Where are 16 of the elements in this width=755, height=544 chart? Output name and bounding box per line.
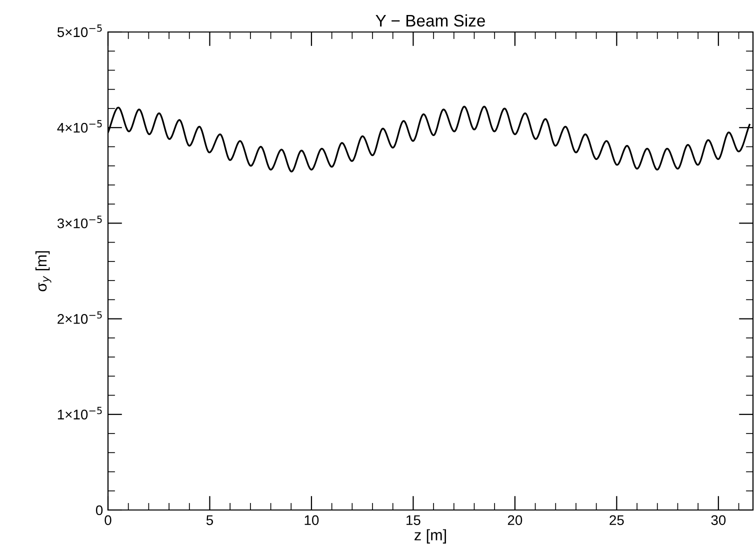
x-tick-label: 15 [406,515,420,526]
x-tick-label: 5 [206,515,214,526]
y-tick-label: 5×10$^{−5}$ [57,24,102,38]
y-tick-label: 1×10$^{−5}$ [58,406,102,420]
y-tick-label: 3×10$^{−5}$ [57,216,102,228]
y-tick-label: 4×10$^{−5}$ [57,120,102,133]
x-tick-label: 20 [508,515,522,526]
chart-title: Y − Beam Size [376,14,485,27]
y-axis-title: σ$_{y}$ [m] [35,251,52,292]
x-axis-title: z [m] [414,529,446,544]
x-tick-label: 30 [711,515,726,526]
x-tick-label: 0 [104,515,112,526]
y-tick-label: 2×10$^{−5}$ [58,311,102,324]
x-tick-label: 10 [304,515,319,526]
x-tick-label: 25 [610,515,624,526]
y-tick-label: 0 [96,505,103,516]
